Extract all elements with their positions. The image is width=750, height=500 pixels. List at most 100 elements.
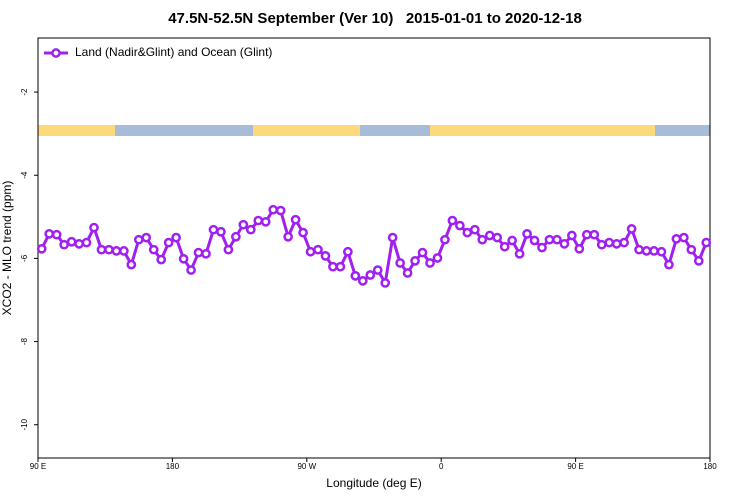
data-point xyxy=(671,234,682,244)
land-band xyxy=(430,125,655,136)
data-point xyxy=(275,205,286,216)
data-point xyxy=(298,227,308,238)
x-tick-label: 90 E xyxy=(30,462,46,471)
legend-label: Land (Nadir&Glint) and Ocean (Glint) xyxy=(75,45,272,59)
data-point xyxy=(432,253,443,263)
data-point xyxy=(141,232,152,243)
data-point xyxy=(89,222,99,233)
data-point xyxy=(126,259,137,270)
data-point xyxy=(171,232,181,243)
data-point xyxy=(313,244,323,255)
data-point xyxy=(148,244,159,255)
data-point xyxy=(484,230,495,241)
data-point xyxy=(596,239,607,250)
ocean-band xyxy=(38,125,710,136)
data-point xyxy=(626,224,637,234)
data-point xyxy=(701,237,712,248)
data-point xyxy=(581,229,592,240)
x-tick-label: 180 xyxy=(703,462,717,471)
data-point xyxy=(231,231,241,242)
data-point xyxy=(425,258,435,268)
data-point xyxy=(559,238,570,249)
data-point xyxy=(641,246,652,256)
data-point xyxy=(268,204,279,215)
data-point xyxy=(477,234,488,245)
data-point xyxy=(96,244,107,255)
data-point xyxy=(552,234,562,245)
legend-marker xyxy=(51,48,61,58)
data-point xyxy=(328,261,338,272)
plot-frame xyxy=(37,37,711,459)
data-point xyxy=(305,246,316,257)
land-band xyxy=(38,125,115,136)
data-point xyxy=(208,224,219,235)
data-point xyxy=(634,244,644,255)
data-point xyxy=(507,235,517,246)
data-point xyxy=(223,244,234,255)
data-point xyxy=(589,229,600,240)
data-point xyxy=(59,239,69,250)
data-point xyxy=(66,236,77,247)
data-point xyxy=(410,256,420,266)
data-point xyxy=(178,253,189,264)
y-tick-label: -4 xyxy=(20,171,29,179)
data-point xyxy=(216,226,226,237)
data-point xyxy=(440,234,450,245)
data-point xyxy=(238,219,249,230)
data-point xyxy=(290,214,301,225)
data-point xyxy=(395,258,405,268)
land-band xyxy=(253,125,360,136)
data-point xyxy=(469,224,480,235)
data-point xyxy=(462,227,473,238)
data-point xyxy=(656,246,667,257)
data-point xyxy=(253,215,264,226)
land-ocean-band xyxy=(38,125,710,136)
data-point xyxy=(193,247,204,258)
data-point xyxy=(679,232,689,243)
data-point xyxy=(611,238,622,249)
data-point xyxy=(260,216,271,227)
data-point xyxy=(335,261,346,272)
data-point xyxy=(686,244,697,255)
data-point xyxy=(529,235,540,246)
data-point xyxy=(693,256,704,266)
data-point xyxy=(380,278,391,288)
y-tick-label: -10 xyxy=(20,418,29,430)
data-point xyxy=(522,229,532,239)
y-tick-label: -6 xyxy=(20,254,29,262)
data-point xyxy=(649,246,659,256)
data-point xyxy=(156,254,167,265)
data-point xyxy=(74,238,84,249)
data-point xyxy=(402,268,413,278)
data-point xyxy=(119,246,129,256)
data-point xyxy=(245,224,256,235)
data-point xyxy=(604,237,615,248)
data-point xyxy=(492,232,503,243)
data-point xyxy=(514,248,525,259)
data-point xyxy=(357,276,368,286)
x-tick-label: 0 xyxy=(439,462,444,471)
x-tick-label: 90 W xyxy=(297,462,316,471)
data-point xyxy=(133,234,144,245)
data-point xyxy=(350,271,361,281)
data-point xyxy=(447,215,458,226)
data-point xyxy=(44,229,55,239)
data-point xyxy=(104,244,114,255)
data-point xyxy=(567,230,577,241)
x-tick-label: 180 xyxy=(166,462,180,471)
x-axis-label: Longitude (deg E) xyxy=(326,476,421,490)
data-point xyxy=(365,270,376,280)
data-point xyxy=(544,234,555,245)
y-tick-label: -8 xyxy=(20,337,29,345)
data-point xyxy=(455,220,465,231)
data-point xyxy=(36,243,47,254)
data-point xyxy=(372,265,383,275)
data-point xyxy=(574,243,585,254)
data-point xyxy=(343,246,353,257)
chart-title: 47.5N-52.5N September (Ver 10) 2015-01-0… xyxy=(168,10,582,27)
y-tick-label: -2 xyxy=(20,88,29,96)
x-tick-label: 90 E xyxy=(567,462,583,471)
data-point xyxy=(283,231,293,242)
data-point xyxy=(81,237,92,248)
